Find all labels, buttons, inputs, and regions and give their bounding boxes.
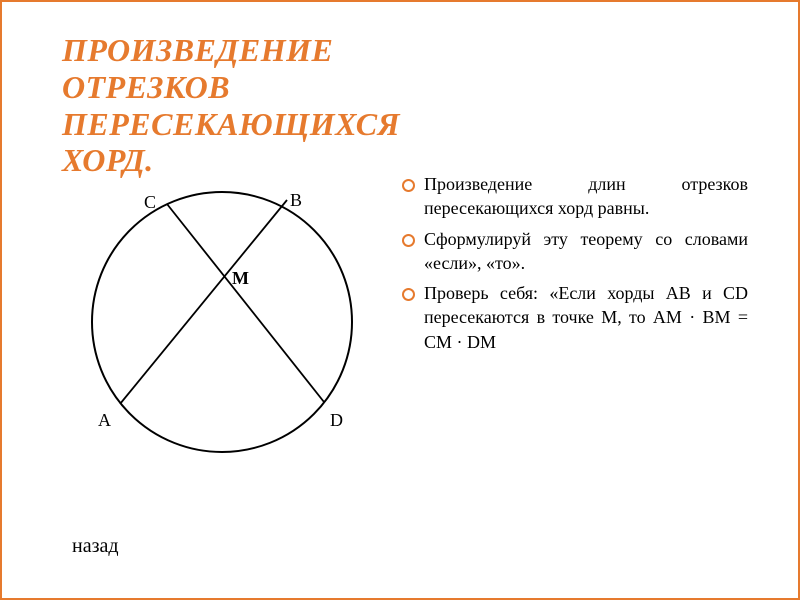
content-area: A B C D M Произведение длин отрезков пер… (62, 172, 748, 492)
chord-ab (120, 200, 287, 404)
label-a: A (98, 410, 111, 431)
slide-frame: ПРОИЗВЕДЕНИЕ ОТРЕЗКОВ ПЕРЕСЕКАЮЩИХСЯ ХОР… (0, 0, 800, 600)
bullet-item: Произведение длин отрезков пересекающихс… (402, 172, 748, 221)
bullet-list: Произведение длин отрезков пересекающихс… (402, 172, 748, 354)
bullet-item: Сформулируй эту теорему со словами «если… (402, 227, 748, 276)
text-column: Произведение длин отрезков пересекающихс… (382, 172, 748, 492)
chord-cd (167, 204, 324, 402)
back-link[interactable]: назад (72, 535, 119, 558)
bullet-item: Проверь себя: «Если хорды АВ и CD пересе… (402, 281, 748, 354)
slide-title: ПРОИЗВЕДЕНИЕ ОТРЕЗКОВ ПЕРЕСЕКАЮЩИХСЯ ХОР… (62, 32, 482, 179)
label-c: C (144, 192, 156, 213)
label-m: M (232, 268, 249, 289)
chord-diagram (62, 162, 382, 482)
diagram-container: A B C D M (62, 172, 382, 492)
label-d: D (330, 410, 343, 431)
label-b: B (290, 190, 302, 211)
circle-outline (92, 192, 352, 452)
